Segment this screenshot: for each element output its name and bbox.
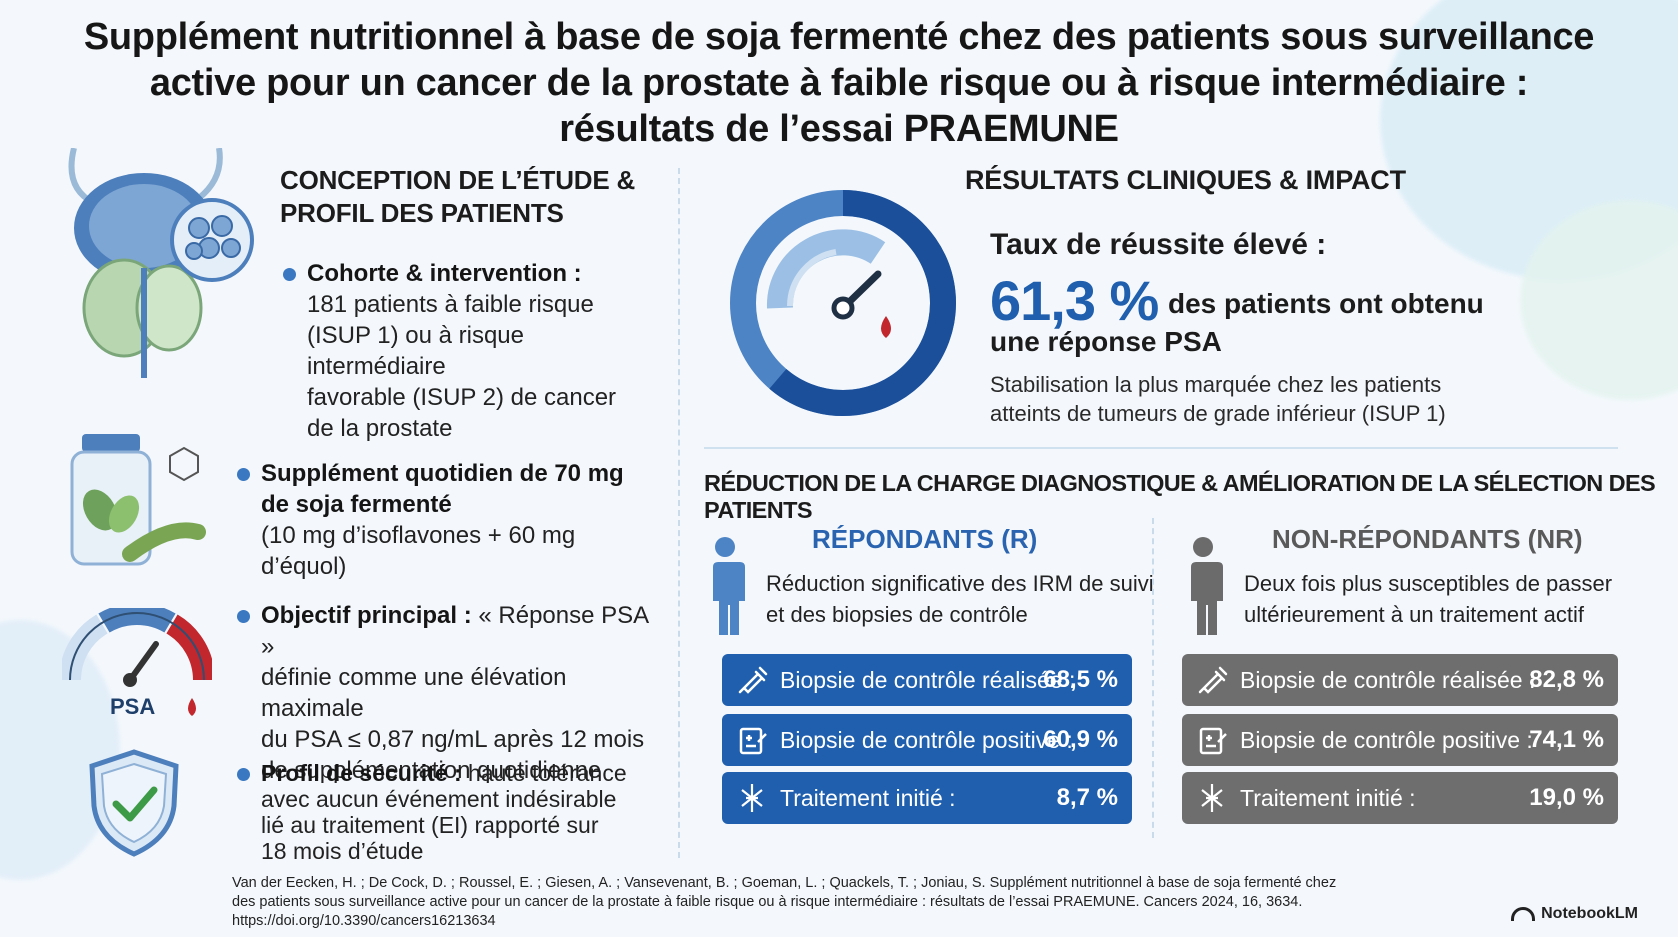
- safety-bullet: Profil de sécurité : haute tolérance ave…: [237, 760, 641, 864]
- syringe-icon: [1198, 666, 1228, 694]
- person-icon: [1188, 537, 1223, 635]
- cohort-bullet: Cohorte & intervention : 181 patients à …: [283, 258, 667, 444]
- supplement-bullet: Supplément quotidien de 70 mg de soja fe…: [237, 458, 661, 582]
- study-design-heading: CONCEPTION DE L’ÉTUDE & PROFIL DES PATIE…: [280, 165, 636, 228]
- success-text-1: des patients ont obtenu: [1168, 288, 1484, 319]
- success-title: Taux de réussite élevé :: [990, 228, 1327, 261]
- person-icon: [710, 537, 745, 635]
- responder-stat-biopsy-positive: Biopsie de contrôle positive : 60,9 %: [722, 714, 1132, 766]
- title-line: Supplément nutritionnel à base de soja f…: [83, 16, 1595, 58]
- responder-stat-treatment: Traitement initié : 8,7 %: [722, 772, 1132, 824]
- clipboard-icon: [739, 727, 767, 755]
- nonresponders-desc: Deux fois plus susceptibles de passer ul…: [1244, 571, 1613, 627]
- title-line: active pour un cancer de la prostate à f…: [149, 62, 1529, 104]
- psa-gauge-icon: [62, 608, 212, 716]
- nonresponder-stat-biopsy-done: Biopsie de contrôle réalisée : 82,8 %: [1182, 654, 1618, 706]
- citation: Van der Eecken, H. ; De Cock, D. ; Rouss…: [232, 874, 1412, 931]
- results-heading: RÉSULTATS CLINIQUES & IMPACT: [965, 165, 1406, 195]
- supplement-jar-icon: [70, 434, 206, 566]
- bullet-dot: [237, 768, 250, 781]
- success-note: Stabilisation la plus marquée chez les p…: [990, 372, 1446, 426]
- medical-icon: [1201, 784, 1223, 812]
- success-arc: [769, 190, 956, 416]
- responders-desc: Réduction significative des IRM de suivi…: [766, 571, 1154, 627]
- bullet-dot: [283, 268, 296, 281]
- prostate-icon: [68, 148, 254, 378]
- page-title: Supplément nutritionnel à base de soja f…: [40, 14, 1638, 152]
- nonresponders-title: NON-RÉPONDANTS (NR): [1272, 524, 1583, 554]
- objective-bullet: Objectif principal : « Réponse PSA » déf…: [237, 600, 661, 786]
- title-line: résultats de l’essai PRAEMUNE: [559, 108, 1119, 150]
- nonresponder-stat-biopsy-positive: Biopsie de contrôle positive : 74,1 %: [1182, 714, 1618, 766]
- responder-stat-biopsy-done: Biopsie de contrôle réalisée : 68,5 %: [722, 654, 1132, 706]
- success-percent: 61,3 %: [990, 269, 1159, 332]
- column-divider: [678, 168, 680, 858]
- reduction-heading: RÉDUCTION DE LA CHARGE DIAGNOSTIQUE & AM…: [704, 470, 1656, 523]
- notebooklm-icon: [1511, 906, 1536, 921]
- bullet-dot: [237, 468, 250, 481]
- medical-icon: [741, 784, 763, 812]
- success-donut-gauge: [730, 190, 956, 416]
- brand-logo: NotebookLM: [1511, 905, 1638, 923]
- shield-check-icon: [89, 749, 179, 857]
- group-divider: [1152, 518, 1154, 838]
- bullet-dot: [237, 610, 250, 623]
- success-text-2: une réponse PSA: [990, 326, 1222, 357]
- doi-link[interactable]: https://doi.org/10.3390/cancers16213634: [232, 913, 496, 929]
- clipboard-icon: [1199, 727, 1227, 755]
- syringe-icon: [738, 666, 768, 694]
- psa-gauge-label: PSA: [110, 694, 156, 719]
- responders-title: RÉPONDANTS (R): [812, 524, 1038, 554]
- section-divider: [704, 447, 1618, 449]
- nonresponder-stat-treatment: Traitement initié : 19,0 %: [1182, 772, 1618, 824]
